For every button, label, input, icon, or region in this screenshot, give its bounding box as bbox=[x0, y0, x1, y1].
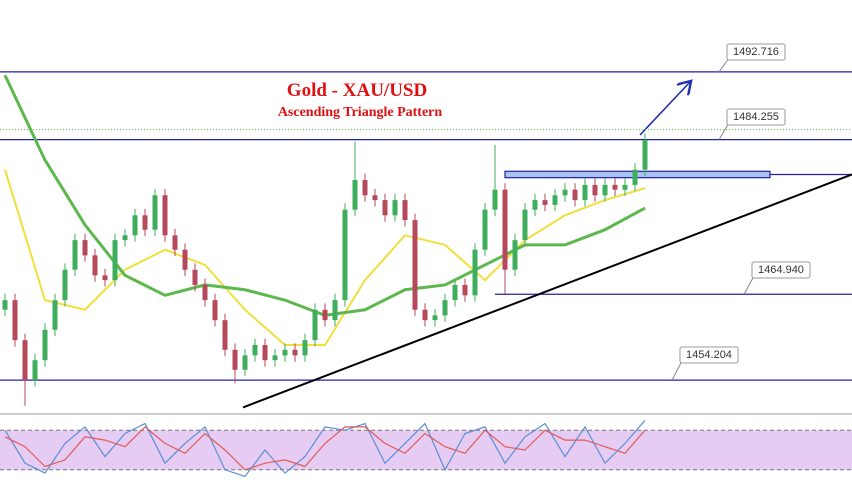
level-label: 1454.204 bbox=[686, 349, 732, 361]
candle-body bbox=[412, 220, 418, 310]
level-label-box bbox=[751, 261, 811, 279]
candle-body bbox=[302, 340, 308, 356]
moving-average bbox=[4, 169, 646, 346]
candle-body bbox=[462, 284, 468, 296]
candle-body bbox=[172, 235, 178, 250]
candle-body bbox=[642, 140, 648, 170]
candle-body bbox=[562, 189, 568, 196]
candle-body bbox=[422, 309, 428, 321]
candle-body bbox=[32, 360, 38, 381]
candle-body bbox=[22, 340, 28, 381]
level-label: 1484.255 bbox=[733, 111, 779, 123]
candle-body bbox=[592, 184, 598, 196]
candle-body bbox=[92, 255, 98, 276]
candle-body bbox=[222, 320, 228, 350]
candle-body bbox=[452, 284, 458, 301]
candle-body bbox=[432, 315, 438, 321]
candle-body bbox=[582, 184, 588, 201]
candle-body bbox=[102, 275, 108, 281]
oscillator-line bbox=[4, 419, 646, 478]
candle-body bbox=[252, 344, 258, 356]
candle-body bbox=[512, 240, 518, 270]
candle-body bbox=[82, 240, 88, 256]
candle-body bbox=[322, 309, 328, 321]
candle-body bbox=[182, 249, 188, 270]
candle-body bbox=[352, 180, 358, 210]
candle-body bbox=[632, 169, 638, 185]
candle-body bbox=[12, 300, 18, 341]
label-connector bbox=[718, 57, 730, 73]
label-connector bbox=[743, 275, 755, 295]
candle-body bbox=[492, 189, 498, 210]
level-label-box bbox=[726, 108, 786, 126]
label-connector bbox=[671, 360, 683, 381]
candle-body bbox=[112, 240, 118, 281]
label-connector bbox=[718, 122, 730, 140]
level-label-box bbox=[726, 43, 786, 61]
candle-body bbox=[122, 235, 128, 241]
candle-body bbox=[132, 215, 138, 236]
candle-body bbox=[272, 355, 278, 361]
candle-body bbox=[332, 300, 338, 321]
candle-body bbox=[202, 284, 208, 301]
candle-body bbox=[292, 349, 298, 356]
candle-body bbox=[612, 184, 618, 190]
candle-body bbox=[142, 215, 148, 230]
candle-body bbox=[62, 269, 68, 301]
candle-body bbox=[312, 309, 318, 341]
candle-body bbox=[162, 195, 168, 236]
candle-body bbox=[42, 329, 48, 361]
oscillator-line bbox=[4, 426, 646, 471]
candle-body bbox=[52, 300, 58, 330]
candle-body bbox=[502, 189, 508, 270]
candle-body bbox=[192, 269, 198, 285]
candle-body bbox=[152, 195, 158, 230]
candle-body bbox=[232, 349, 238, 370]
level-label: 1492.716 bbox=[733, 46, 779, 58]
candle-body bbox=[392, 200, 398, 216]
candle-body bbox=[522, 209, 528, 241]
level-label: 1464.940 bbox=[758, 264, 804, 276]
candle-body bbox=[242, 355, 248, 370]
candle-body bbox=[552, 195, 558, 205]
candle-body bbox=[482, 209, 488, 250]
candle-body bbox=[342, 209, 348, 301]
breakout-arrow bbox=[639, 82, 690, 136]
candle-body bbox=[532, 200, 538, 210]
candle-body bbox=[442, 300, 448, 316]
candle-body bbox=[72, 240, 78, 270]
candle-body bbox=[2, 300, 8, 310]
chart-title: Gold - XAU/USD bbox=[287, 80, 427, 101]
oscillator-band bbox=[0, 430, 852, 470]
candle-body bbox=[262, 344, 268, 361]
level-label-box bbox=[679, 346, 739, 364]
trendline bbox=[242, 173, 852, 409]
candle-body bbox=[362, 180, 368, 196]
candle-body bbox=[282, 349, 288, 356]
candle-body bbox=[542, 200, 548, 205]
candle-body bbox=[622, 184, 628, 190]
candle-body bbox=[602, 184, 608, 196]
candle-body bbox=[402, 200, 408, 221]
candle-body bbox=[212, 300, 218, 321]
candle-body bbox=[372, 195, 378, 201]
chart-subtitle: Ascending Triangle Pattern bbox=[278, 105, 443, 120]
candle-body bbox=[382, 200, 388, 216]
candle-body bbox=[472, 249, 478, 296]
candle-body bbox=[572, 189, 578, 201]
